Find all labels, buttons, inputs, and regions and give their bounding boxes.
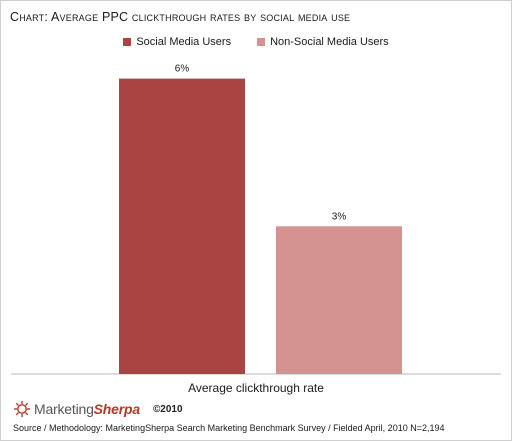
legend-label-non-social: Non-Social Media Users (270, 36, 389, 48)
bar-0 (119, 78, 245, 374)
legend-swatch-social (123, 38, 132, 46)
legend-item-non-social: Non-Social Media Users (257, 36, 389, 48)
legend-label-social: Social Media Users (136, 36, 232, 48)
marketingsherpa-logo-icon (14, 401, 30, 417)
data-label-1: 3% (332, 211, 347, 222)
x-axis-label: Average clickthrough rate (188, 381, 324, 395)
brand-copyright: ©2010 (152, 403, 183, 415)
brand-logo: MarketingSherpa ©2010 (13, 400, 183, 418)
bar-1 (276, 226, 402, 374)
brand-name: MarketingSherpa (34, 401, 140, 417)
data-label-0: 6% (175, 64, 190, 75)
chart-legend: Social Media Users Non-Social Media User… (1, 36, 511, 48)
legend-swatch-non-social (257, 38, 266, 46)
legend-item-social: Social Media Users (123, 36, 231, 48)
source-note: Source / Methodology: MarketingSherpa Se… (13, 423, 445, 433)
chart-title: Chart: Average PPC clickthrough rates by… (10, 10, 351, 24)
